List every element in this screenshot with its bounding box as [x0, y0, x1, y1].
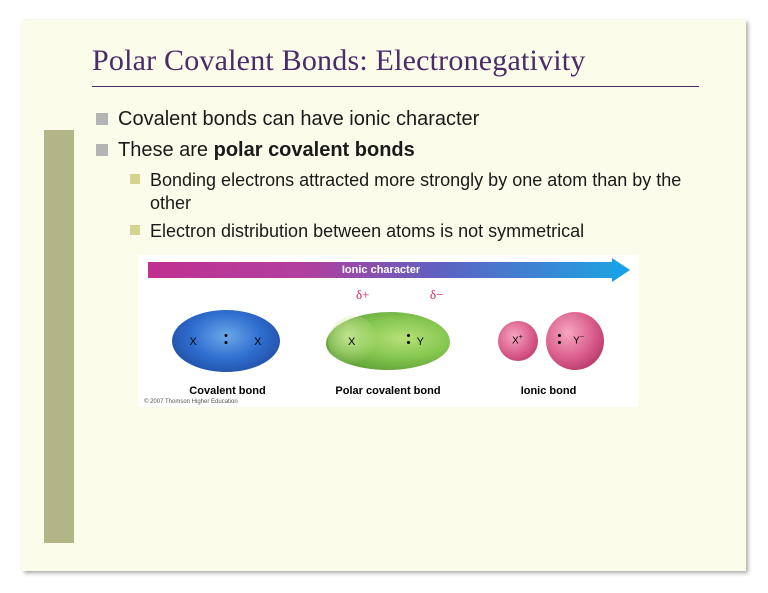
bullet-text: These are polar covalent bonds: [118, 138, 415, 163]
slide-content: Polar Covalent Bonds: Electronegativity …: [22, 20, 746, 571]
sub-bullet-list: Bonding electrons attracted more strongl…: [130, 169, 718, 243]
bond-spectrum-figure: Ionic character δ+ δ− X X: [138, 255, 638, 407]
delta-minus: δ−: [430, 287, 443, 303]
delta-annotations: δ+ δ−: [138, 287, 638, 303]
bullet-text-bold: polar covalent bonds: [214, 139, 415, 161]
bullet-marker-icon: [130, 174, 140, 184]
panel-ionic: X+ Y−: [473, 303, 628, 379]
caption-covalent: Covalent bond: [150, 385, 305, 397]
polar-cloud: X Y: [326, 312, 450, 370]
bond-panels: X X X Y: [138, 303, 638, 381]
accent-strip: [44, 130, 74, 543]
slide-title: Polar Covalent Bonds: Electronegativity: [92, 44, 718, 78]
caption-polar: Polar covalent bond: [311, 385, 466, 397]
panel-captions: Covalent bond Polar covalent bond Ionic …: [138, 381, 638, 397]
slide: Polar Covalent Bonds: Electronegativity …: [22, 20, 746, 571]
covalent-cloud: X X: [172, 310, 280, 372]
bullet-list: Covalent bonds can have ionic character …: [96, 107, 718, 243]
electron-pair-icon: [407, 334, 410, 348]
atom-label: X: [348, 336, 355, 348]
panel-covalent: X X: [148, 303, 303, 379]
delta-plus: δ+: [356, 287, 369, 303]
bullet-text: Covalent bonds can have ionic character: [118, 107, 479, 132]
sub-bullet-text: Electron distribution between atoms is n…: [150, 220, 584, 243]
bullet-text-prefix: These are: [118, 139, 214, 161]
arrow-label: Ionic character: [148, 259, 614, 281]
bullet-marker-icon: [96, 113, 108, 125]
cation: X+: [498, 321, 538, 361]
atom-label: X: [254, 336, 261, 348]
anion: Y−: [546, 312, 604, 370]
bullet-marker-icon: [96, 144, 108, 156]
sub-bullet-item: Electron distribution between atoms is n…: [130, 220, 718, 243]
panel-polar-covalent: X Y: [311, 303, 466, 379]
sub-bullet-text: Bonding electrons attracted more strongl…: [150, 169, 718, 214]
figure-copyright: © 2007 Thomson Higher Education: [138, 397, 638, 405]
atom-label: Y: [417, 336, 424, 348]
sub-bullet-item: Bonding electrons attracted more strongl…: [130, 169, 718, 214]
ion-label: X+: [512, 334, 523, 346]
title-rule: [92, 86, 699, 87]
ionic-character-arrow: Ionic character: [148, 259, 628, 281]
arrow-head-icon: [612, 258, 630, 282]
bullet-item: These are polar covalent bonds: [96, 138, 718, 163]
bullet-item: Covalent bonds can have ionic character: [96, 107, 718, 132]
caption-ionic: Ionic bond: [471, 385, 626, 397]
electron-pair-icon: [558, 334, 561, 348]
electron-pair-icon: [224, 334, 227, 348]
bullet-marker-icon: [130, 225, 140, 235]
atom-label: X: [190, 336, 197, 348]
ion-label: Y−: [573, 334, 584, 346]
